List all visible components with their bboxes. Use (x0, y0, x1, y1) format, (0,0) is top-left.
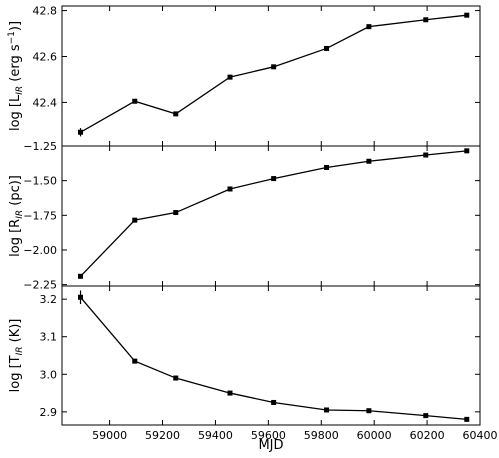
data-point (132, 98, 138, 104)
data-point (227, 74, 233, 80)
x-tick-label: 60000 (357, 429, 392, 442)
y-tick-label: −1.50 (23, 175, 57, 188)
data-point (423, 17, 429, 23)
panel-1: 42.4 42.6 42.8 log [LIR (erg s−1)] (7, 5, 481, 147)
data-point (132, 217, 138, 223)
data-point (324, 164, 330, 170)
panels-group: 42.4 42.6 42.8 log [LIR (erg s−1)] −1.25 −1.5… (7, 5, 498, 442)
data-point (78, 273, 84, 279)
y-tick-label: 42.6 (33, 50, 58, 63)
data-point (366, 158, 372, 164)
data-point (423, 413, 429, 419)
panel-2: −1.25 −1.50 −1.75 −2.00 −2.25 log [RIR (pc)] (8, 140, 481, 292)
data-point (271, 176, 277, 182)
data-point (366, 408, 372, 414)
x-tick-label: 59000 (92, 429, 127, 442)
y-tick-label: 2.9 (40, 406, 58, 419)
plot-frame (61, 145, 481, 287)
x-axis-label: MJD (258, 438, 283, 453)
plot-frame (61, 285, 481, 426)
y-axis-label: log [TIR (K)] (8, 319, 25, 393)
plot-frame (61, 5, 481, 147)
y-tick-label: −1.75 (23, 209, 57, 222)
y-tick-label: −2.25 (23, 279, 57, 292)
series-line (80, 14, 467, 133)
y-tick-label: 3.0 (40, 368, 58, 381)
series-line (80, 150, 467, 277)
y-tick-label: −2.00 (23, 244, 57, 257)
data-point (78, 129, 84, 135)
x-tick-label: 59600 (251, 429, 286, 442)
x-tick-label: 59400 (198, 429, 233, 442)
data-point (173, 375, 179, 381)
data-point (324, 407, 330, 413)
data-point (271, 399, 277, 405)
data-point (173, 111, 179, 117)
data-point (78, 294, 84, 300)
y-tick-label: 3.2 (40, 293, 58, 306)
y-tick-label: −1.25 (23, 140, 57, 153)
y-axis-label: log [LIR (erg s−1)] (7, 21, 25, 131)
data-point (423, 152, 429, 158)
x-tick-label: 59200 (145, 429, 180, 442)
data-point (173, 210, 179, 216)
data-point (464, 12, 470, 18)
data-point (227, 186, 233, 192)
data-point (324, 45, 330, 51)
y-tick-label: 3.1 (40, 331, 58, 344)
y-axis-label: log [RIR (pc)] (8, 175, 25, 257)
data-point (132, 358, 138, 364)
data-point (464, 416, 470, 422)
x-tick-label: 60200 (410, 429, 445, 442)
data-point (366, 24, 372, 30)
y-tick-label: 42.4 (33, 96, 58, 109)
data-point (271, 64, 277, 70)
data-point (464, 148, 470, 154)
panel-3: 2.9 3.0 3.1 3.2 log [TIR (K)] 59000 59200 59400… (8, 285, 498, 442)
x-tick-label: 60400 (463, 429, 498, 442)
data-point (227, 390, 233, 396)
x-tick-label: 59800 (304, 429, 339, 442)
y-tick-label: 42.8 (33, 5, 58, 18)
